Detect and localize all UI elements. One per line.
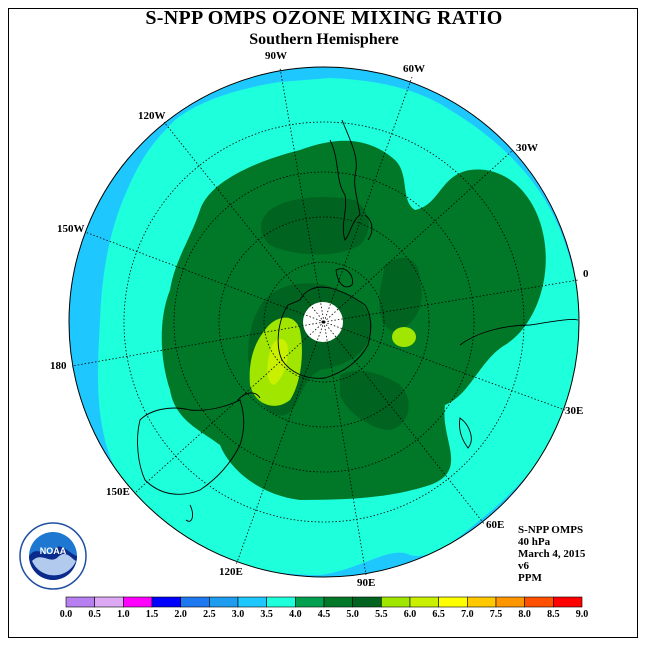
graticule <box>71 67 579 576</box>
map-boundary <box>68 66 580 578</box>
colorbar-tick-label: 0.0 <box>59 609 73 620</box>
colorbar-tick-label: 2.5 <box>203 609 216 620</box>
colorbar-swatch <box>409 596 439 608</box>
lon-label-90w: 90W <box>265 50 287 62</box>
south-pole-marker <box>321 320 325 324</box>
colorbar-tick-label: 5.5 <box>375 609 388 620</box>
map-subtitle: Southern Hemisphere <box>249 31 399 48</box>
colorbar-swatch <box>266 596 296 608</box>
region-6.0-6.5 <box>267 338 288 385</box>
map-title: S-NPP OMPS OZONE MIXING RATIO <box>145 7 503 29</box>
colorbar-swatch <box>209 596 239 608</box>
colorbar-tick-label: 0.5 <box>88 609 101 620</box>
lon-label-150e: 150E <box>106 486 130 498</box>
info-date: March 4, 2015 <box>518 548 586 560</box>
lon-label-0: 0 <box>583 268 589 280</box>
colorbar-tick-label: 6.5 <box>432 609 445 620</box>
colorbar-tick-label: 4.5 <box>317 609 331 620</box>
info-instrument: S-NPP OMPS <box>518 524 584 536</box>
info-units: PPM <box>518 572 542 584</box>
colorbar-swatch <box>151 596 181 608</box>
noaa-logo: NOAA <box>19 522 87 590</box>
colorbar-tick-label: 8.0 <box>518 609 531 620</box>
colorbar-tick-label: 3.0 <box>231 609 245 620</box>
colorbar-swatch <box>295 596 325 608</box>
colorbar-tick-label: 7.5 <box>489 609 503 620</box>
lon-label-120e: 120E <box>219 566 243 578</box>
lon-label-180: 180 <box>50 360 67 372</box>
lon-label-120w: 120W <box>138 110 166 122</box>
region-5.5-6.0 <box>392 327 416 347</box>
lon-label-60w: 60W <box>403 63 425 75</box>
colorbar-tick-label: 4.0 <box>289 609 302 620</box>
colorbar-swatch <box>323 596 353 608</box>
region-4.5-5.0 <box>261 197 369 255</box>
info-version: v6 <box>518 560 529 572</box>
colorbar-swatch <box>438 596 468 608</box>
colorbar-tick-label: 9.0 <box>575 609 589 620</box>
lon-label-150w: 150W <box>57 223 85 235</box>
lon-label-30w: 30W <box>516 142 538 154</box>
colorbar-tick-label: 7.0 <box>461 609 474 620</box>
colorbar-swatch <box>553 596 583 608</box>
lon-label-90e: 90E <box>357 577 376 589</box>
colorbar-swatch <box>94 596 124 608</box>
colorbar-tick-label: 6.0 <box>403 609 417 620</box>
lon-label-60e: 60E <box>486 519 505 531</box>
colorbar-tick-label: 5.0 <box>346 609 359 620</box>
colorbar-swatch <box>123 596 153 608</box>
colorbar-swatch <box>524 596 554 608</box>
colorbar-tick-label: 8.5 <box>547 609 560 620</box>
colorbar-tick-label: 3.5 <box>260 609 273 620</box>
colorbar-tick-label: 2.0 <box>174 609 187 620</box>
colorbar-swatch <box>352 596 382 608</box>
image-frame <box>8 8 638 638</box>
info-level: 40 hPa <box>518 536 551 548</box>
region-4.5-5.0 <box>340 370 409 430</box>
colorbar-tick-label: 1.0 <box>117 609 130 620</box>
colorbar-tick-label: 1.5 <box>145 609 159 620</box>
colorbar-swatch <box>381 596 411 608</box>
coastlines <box>137 119 579 522</box>
colorbar-swatch <box>495 596 525 608</box>
colorbar-swatch <box>180 596 210 608</box>
colorbar-swatch <box>467 596 497 608</box>
lon-label-30e: 30E <box>565 405 584 417</box>
noaa-logo-text: NOAA <box>40 546 67 556</box>
colorbar-swatch <box>65 596 95 608</box>
region-4.5-5.0 <box>379 257 422 331</box>
colorbar-swatch <box>237 596 267 608</box>
